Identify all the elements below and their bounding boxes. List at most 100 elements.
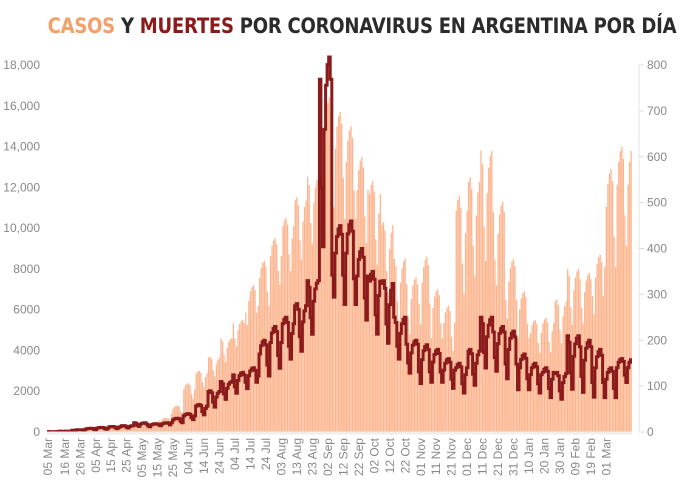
x-tick-label: 05 Apr <box>89 438 103 473</box>
case-bar <box>341 123 343 432</box>
case-bar <box>477 192 479 432</box>
case-bar <box>621 146 623 432</box>
case-bar <box>498 214 501 432</box>
left-tick-label: 6000 <box>13 303 40 317</box>
case-bar <box>433 296 436 432</box>
case-bar <box>457 200 459 432</box>
case-bar <box>183 389 185 432</box>
case-bar <box>464 233 467 432</box>
case-bar <box>502 201 504 432</box>
case-bar <box>534 319 536 432</box>
case-bar <box>311 243 313 432</box>
case-bar <box>249 291 252 432</box>
case-bar <box>285 217 287 432</box>
case-bar <box>441 338 443 432</box>
x-tick-label: 14 Jul <box>244 438 258 470</box>
case-bar <box>317 177 320 432</box>
case-bar <box>588 272 590 432</box>
case-bar <box>413 279 416 432</box>
case-bar <box>611 181 614 432</box>
case-bar <box>461 263 464 432</box>
case-bar <box>90 429 92 432</box>
left-tick-label: 14,000 <box>3 140 40 154</box>
x-tick-label: 10 Jan <box>522 438 536 474</box>
case-bar <box>127 428 129 432</box>
case-bar <box>556 299 558 432</box>
case-bar <box>481 164 484 433</box>
case-bar <box>402 261 405 432</box>
x-tick-label: 01 Dec <box>460 438 474 476</box>
x-tick-label: 25 May <box>166 438 180 477</box>
case-bar <box>144 425 146 432</box>
case-bar <box>248 300 250 432</box>
case-bar <box>460 207 462 432</box>
case-bar <box>478 181 481 432</box>
case-bar <box>614 267 617 432</box>
case-bar <box>98 429 100 432</box>
case-bar <box>409 334 411 432</box>
case-bar <box>272 240 275 432</box>
case-bar <box>252 285 255 432</box>
case-bar <box>577 268 580 432</box>
case-bar <box>364 216 366 432</box>
left-tick-label: 8000 <box>13 262 40 276</box>
x-tick-label: 21 Nov <box>445 438 459 476</box>
x-tick-label: 30 Jan <box>553 438 567 474</box>
x-tick-label: 16 Mar <box>58 438 72 475</box>
x-tick-label: 24 Jul <box>259 438 273 470</box>
x-tick-label: 22 Oct <box>398 437 412 473</box>
case-bar <box>153 421 156 432</box>
x-tick-label: 19 Feb <box>584 438 598 476</box>
case-bar <box>627 184 629 432</box>
x-tick-label: 26 Mar <box>73 438 87 475</box>
case-bar <box>531 324 533 432</box>
case-bar <box>557 304 560 432</box>
case-bar <box>328 97 330 433</box>
case-bar <box>218 357 221 432</box>
case-bar <box>545 317 547 432</box>
case-bar <box>447 305 450 432</box>
left-tick-label: 0 <box>33 425 40 439</box>
case-bar <box>351 137 354 432</box>
case-bar <box>356 189 358 432</box>
case-bar <box>608 173 611 432</box>
case-bar <box>542 323 544 432</box>
case-bar <box>444 312 447 432</box>
case-bar <box>523 291 525 432</box>
case-bar <box>112 427 114 432</box>
case-bar <box>605 206 608 432</box>
case-bar <box>475 215 478 432</box>
x-tick-label: 25 Apr <box>120 438 134 473</box>
x-tick-label: 02 Sep <box>321 438 335 476</box>
case-bar <box>480 150 482 432</box>
case-bar <box>104 429 106 432</box>
case-bar <box>316 180 318 432</box>
case-bar <box>336 126 338 432</box>
case-bar <box>350 126 352 433</box>
case-bar <box>512 258 515 432</box>
case-bar <box>320 174 323 432</box>
case-bar <box>396 301 399 432</box>
x-tick-label: 15 May <box>151 438 165 477</box>
case-bar <box>616 184 618 432</box>
case-bar <box>138 427 140 432</box>
x-tick-label: 05 Mar <box>41 438 55 475</box>
x-tick-label: 20 Jan <box>538 438 552 474</box>
right-tick-label: 300 <box>647 287 667 301</box>
case-bar <box>368 194 371 432</box>
case-bars <box>47 97 632 433</box>
case-bar <box>209 356 211 432</box>
case-bar <box>543 319 546 432</box>
case-bar <box>105 429 108 432</box>
case-bar <box>327 102 329 432</box>
case-bar <box>385 270 388 432</box>
case-bar <box>186 383 188 432</box>
case-bar <box>446 307 448 432</box>
case-bar <box>262 262 264 432</box>
case-bar <box>384 230 386 432</box>
right-tick-label: 100 <box>647 379 667 393</box>
case-bar <box>597 257 600 432</box>
case-bar <box>382 221 385 432</box>
case-bar <box>231 338 233 432</box>
right-tick-label: 200 <box>647 333 667 347</box>
